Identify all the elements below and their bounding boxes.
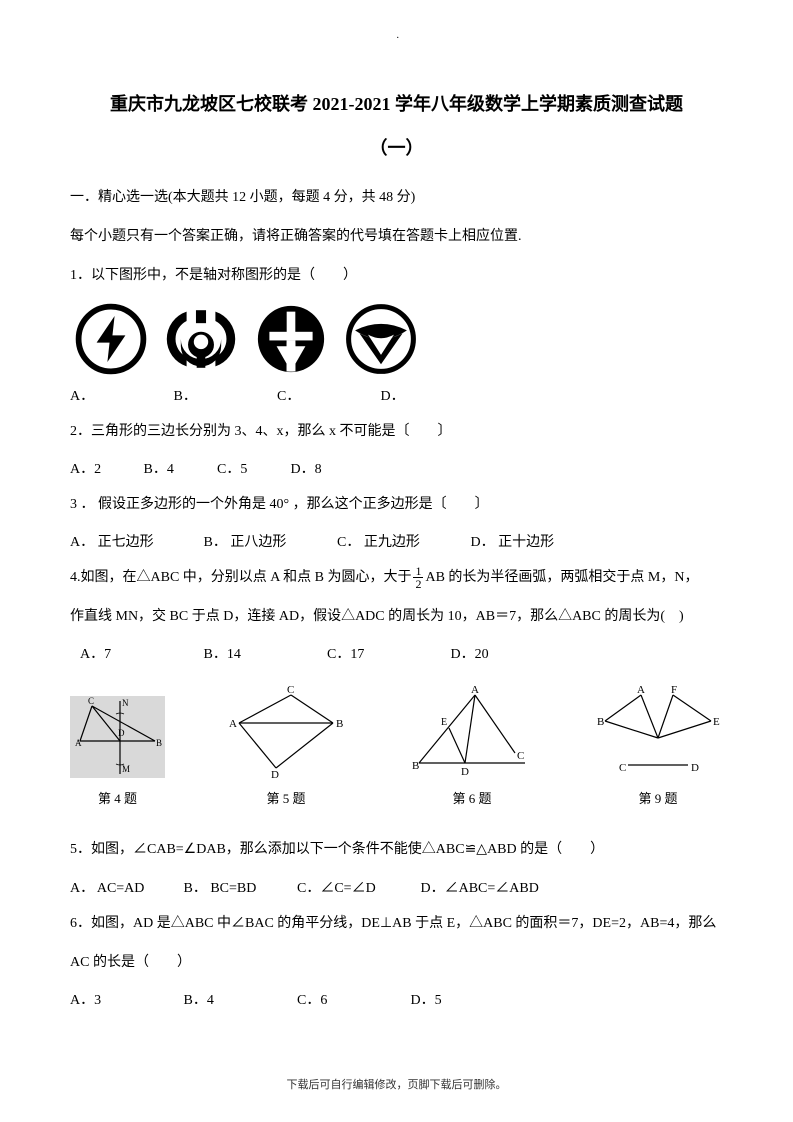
- svg-text:E: E: [441, 717, 447, 728]
- q3-options: A． 正七边形 B． 正八边形 C． 正九边形 D． 正十边形: [70, 531, 723, 551]
- figure-6: A B D C E: [407, 683, 537, 778]
- q4-part1: 4.如图，在△ABC 中，分别以点 A 和点 B 为圆心，大于: [70, 570, 411, 585]
- q4-opt-c: C．17: [327, 643, 447, 663]
- q4-opt-d: D．20: [451, 643, 571, 663]
- icon-option-b: [165, 303, 237, 375]
- icon-option-d: [345, 303, 417, 375]
- svg-text:D: D: [271, 769, 279, 778]
- q3-opt-b: B． 正八边形: [204, 531, 334, 551]
- question-2: 2．三角形的三边长分别为 3、4、x，那么 x 不可能是〔 〕: [70, 419, 723, 444]
- svg-text:M: M: [122, 764, 130, 774]
- caption-4: 第 4 题: [70, 788, 165, 807]
- svg-text:B: B: [597, 716, 604, 728]
- q1-icons: [75, 303, 723, 375]
- svg-text:A: A: [471, 684, 479, 696]
- page-footer: 下载后可自行编辑修改，页脚下载后可删除。: [0, 1076, 793, 1092]
- q1-opt-a: A．: [70, 385, 170, 405]
- svg-text:D: D: [691, 762, 699, 774]
- svg-text:A: A: [75, 738, 82, 748]
- question-4-line2: 作直线 MN，交 BC 于点 D，连接 AD，假设△ADC 的周长为 10，AB…: [70, 604, 723, 629]
- svg-text:F: F: [671, 684, 677, 696]
- svg-text:B: B: [156, 738, 162, 748]
- page-marker: .: [397, 30, 400, 41]
- question-5: 5．如图，∠CAB=∠DAB，那么添加以下一个条件不能使△ABC≌△ABD 的是…: [70, 837, 723, 862]
- q2-opt-a: A．2: [70, 458, 140, 478]
- q4-fraction: 12: [413, 565, 423, 590]
- figure-5: C A B D: [221, 683, 351, 778]
- svg-text:A: A: [229, 718, 237, 730]
- q1-options: A． B． C． D．: [70, 385, 723, 405]
- q2-options: A．2 B．4 C．5 D．8: [70, 458, 723, 478]
- q5-opt-c: C．∠C=∠D: [297, 877, 417, 897]
- question-6: 6．如图，AD 是△ABC 中∠BAC 的角平分线，DE⊥AB 于点 E，△AB…: [70, 911, 723, 936]
- q3-opt-d: D． 正十边形: [471, 531, 601, 551]
- svg-text:A: A: [637, 684, 645, 696]
- q4-frac-den: 2: [413, 578, 423, 590]
- svg-text:N: N: [122, 698, 129, 708]
- q2-opt-d: D．8: [291, 458, 361, 478]
- instruction-text: 每个小题只有一个答案正确，请将正确答案的代号填在答题卡上相应位置.: [70, 224, 723, 249]
- q5-opt-b: B． BC=BD: [184, 877, 294, 897]
- figure-4: C A B N D M: [70, 696, 165, 778]
- svg-text:C: C: [287, 684, 294, 696]
- caption-6: 第 6 题: [407, 788, 537, 807]
- q6-options: A．3 B．4 C．6 D．5: [70, 989, 723, 1009]
- q5-options: A． AC=AD B． BC=BD C．∠C=∠D D．∠ABC=∠ABD: [70, 877, 723, 897]
- q1-opt-c: C．: [277, 385, 377, 405]
- icon-option-a: [75, 303, 147, 375]
- q2-opt-c: C．5: [217, 458, 287, 478]
- q1-opt-b: B．: [174, 385, 274, 405]
- q4-opt-a: A．7: [80, 643, 200, 663]
- icon-option-c: [255, 303, 327, 375]
- exam-title: 重庆市九龙坡区七校联考 2021-2021 学年八年级数学上学期素质测查试题: [70, 90, 723, 116]
- svg-text:C: C: [517, 750, 524, 762]
- q6-opt-c: C．6: [297, 989, 407, 1009]
- q5-opt-d: D．∠ABC=∠ABD: [421, 877, 571, 897]
- q4-opt-b: B．14: [204, 643, 324, 663]
- question-4-line1: 4.如图，在△ABC 中，分别以点 A 和点 B 为圆心，大于12AB 的长为半…: [70, 565, 723, 590]
- q3-opt-c: C． 正九边形: [337, 531, 467, 551]
- svg-text:C: C: [88, 696, 94, 706]
- q4-part2: AB 的长为半径画弧，两弧相交于点 M，N，: [425, 570, 698, 585]
- q6-opt-d: D．5: [411, 989, 521, 1009]
- question-6-line2: AC 的长是（ ）: [70, 950, 723, 975]
- q5-opt-a: A． AC=AD: [70, 877, 180, 897]
- svg-text:D: D: [118, 728, 125, 738]
- q1-opt-d: D．: [381, 385, 481, 405]
- figure-captions: 第 4 题 第 5 题 第 6 题 第 9 题: [70, 788, 723, 807]
- exam-subtitle: （一）: [70, 134, 723, 160]
- figures-row: C A B N D M C A B D A: [70, 683, 723, 778]
- section-heading: 一．精心选一选(本大题共 12 小题，每题 4 分，共 48 分): [70, 185, 723, 210]
- svg-text:D: D: [461, 766, 469, 778]
- q6-opt-b: B．4: [184, 989, 294, 1009]
- caption-5: 第 5 题: [221, 788, 351, 807]
- svg-text:B: B: [412, 760, 419, 772]
- svg-text:C: C: [619, 762, 626, 774]
- q4-options: A．7 B．14 C．17 D．20: [70, 643, 723, 663]
- question-3: 3 ． 假设正多边形的一个外角是 40° ，那么这个正多边形是〔 〕: [70, 492, 723, 517]
- q2-opt-b: B．4: [144, 458, 214, 478]
- question-1: 1．以下图形中，不是轴对称图形的是（ ）: [70, 263, 723, 288]
- q3-opt-a: A． 正七边形: [70, 531, 200, 551]
- svg-text:B: B: [336, 718, 343, 730]
- caption-9: 第 9 题: [593, 788, 723, 807]
- figure-9: A F B E C D: [593, 683, 723, 778]
- svg-text:E: E: [713, 716, 720, 728]
- q6-opt-a: A．3: [70, 989, 180, 1009]
